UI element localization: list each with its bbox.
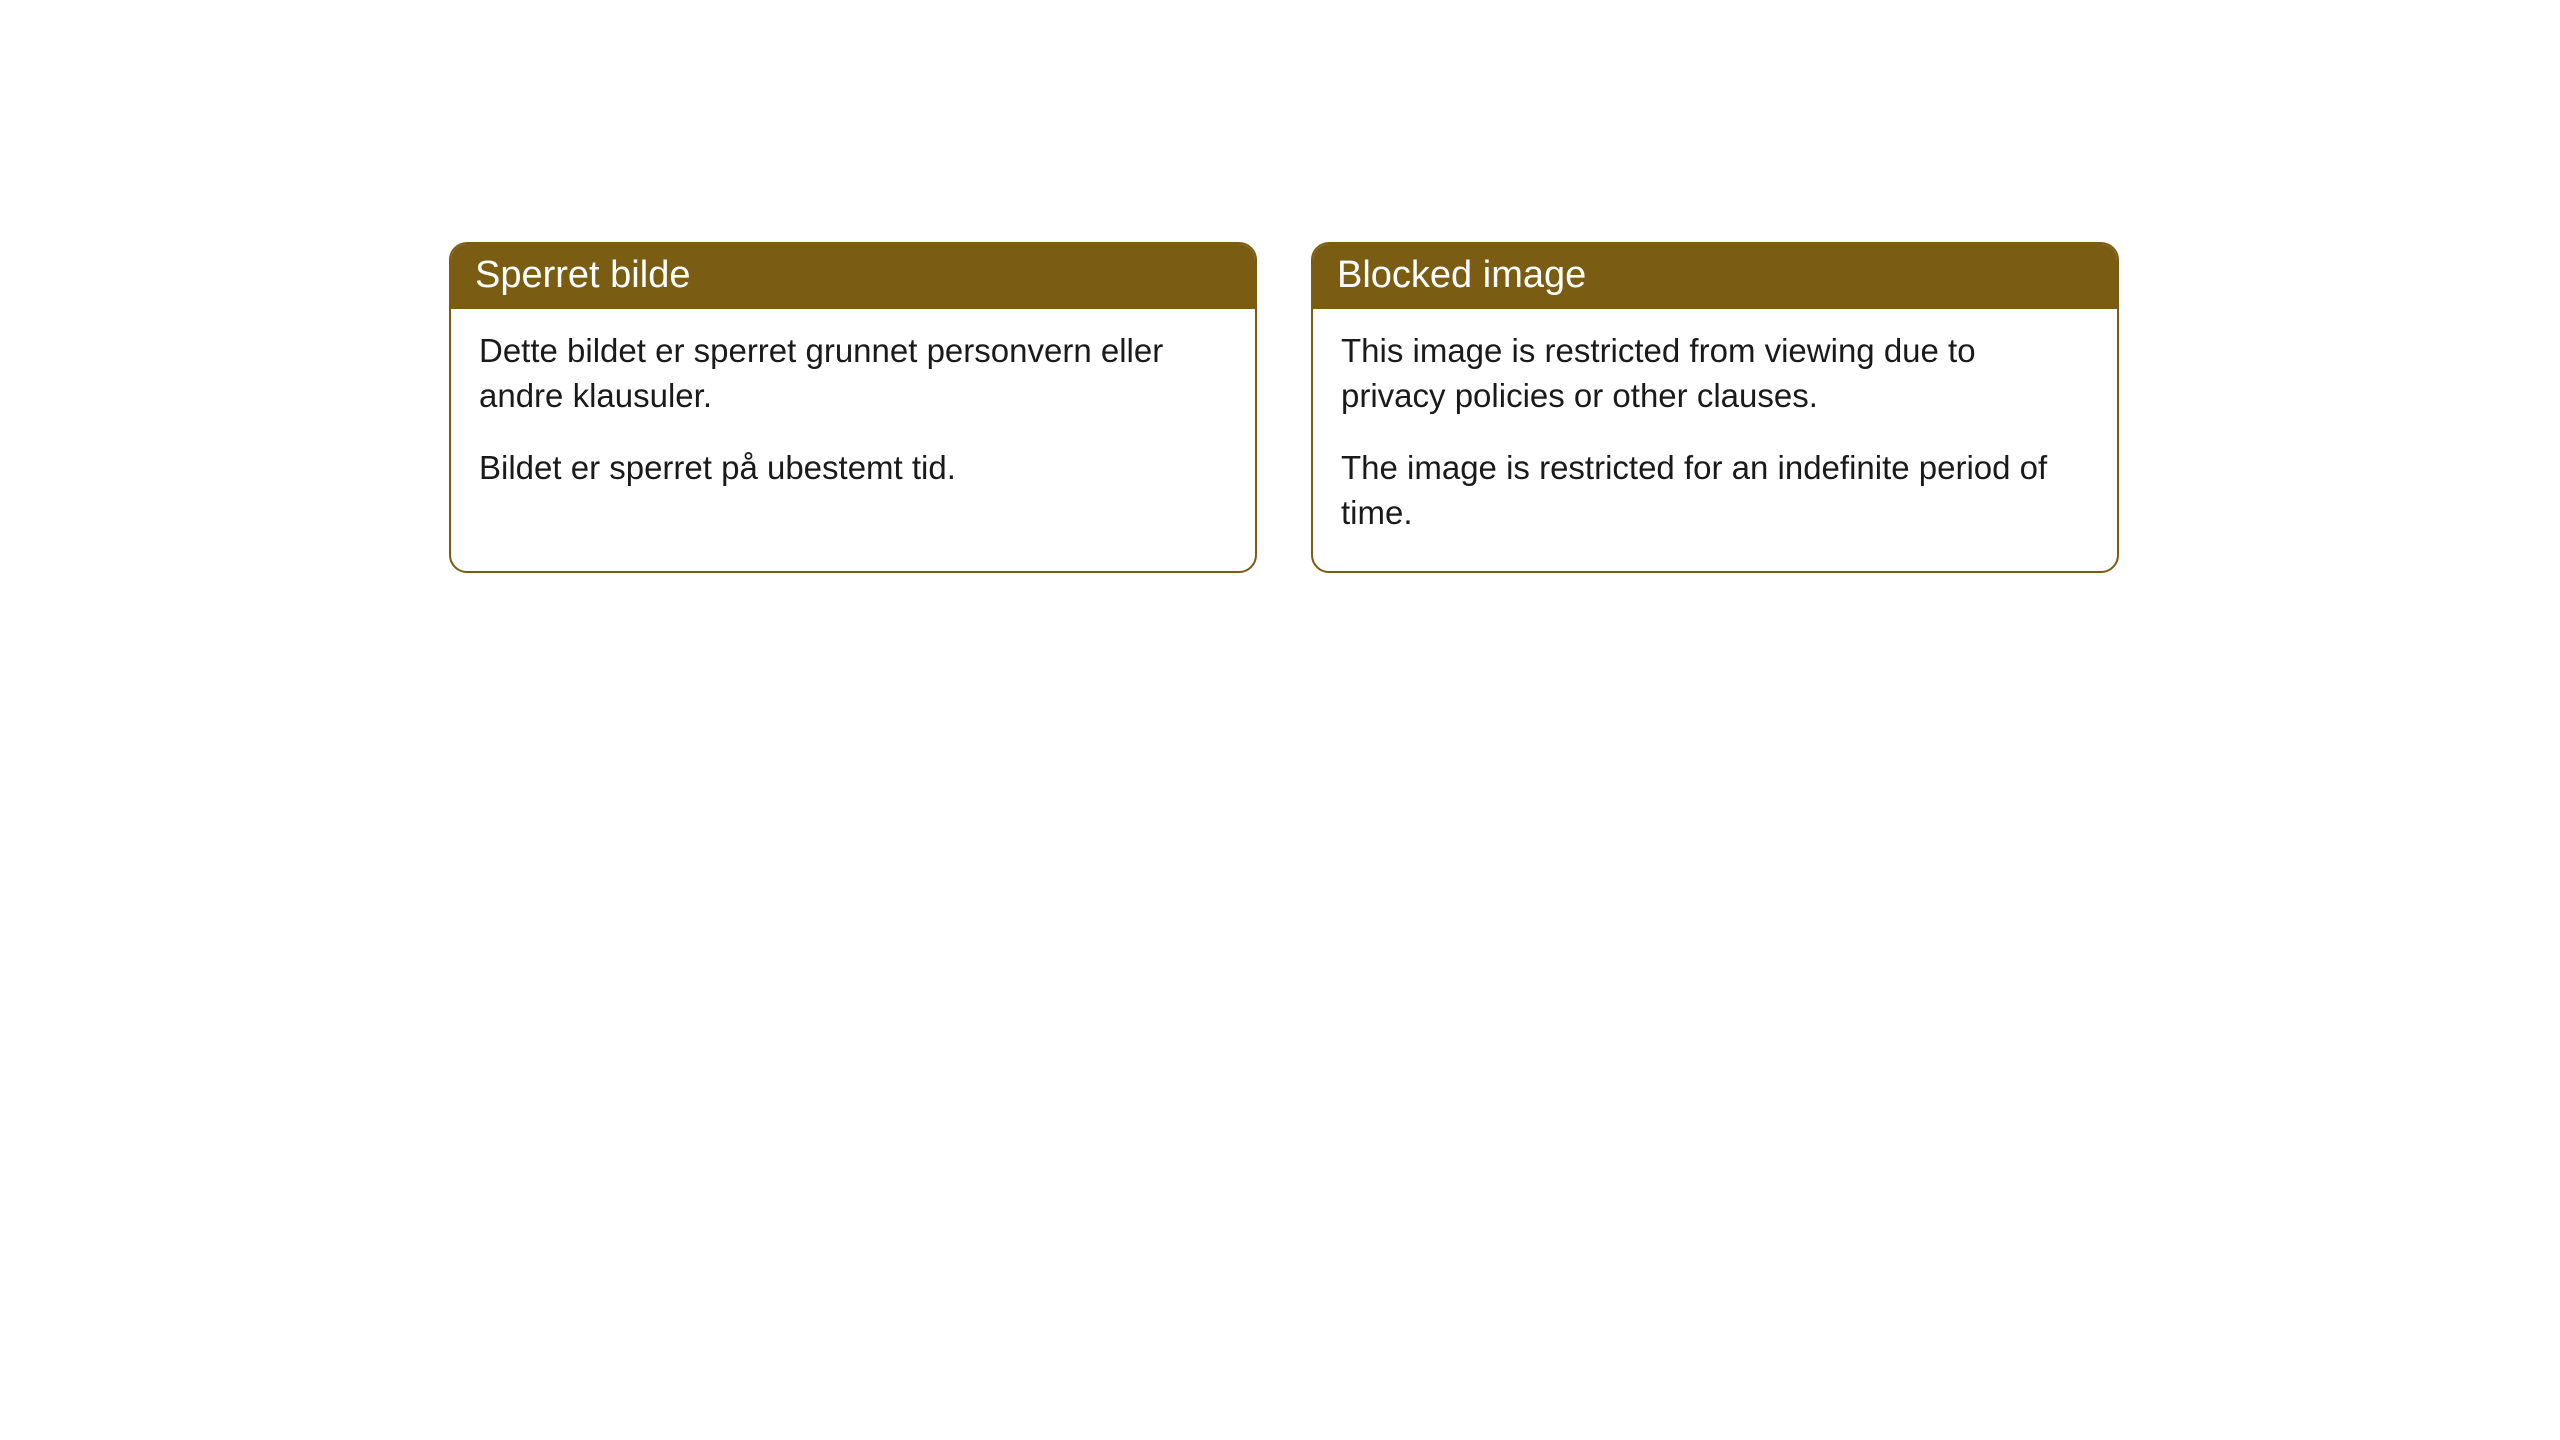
card-paragraph: The image is restricted for an indefinit…	[1341, 446, 2089, 535]
card-body: This image is restricted from viewing du…	[1313, 309, 2117, 571]
card-paragraph: This image is restricted from viewing du…	[1341, 329, 2089, 418]
card-paragraph: Bildet er sperret på ubestemt tid.	[479, 446, 1227, 491]
blocked-image-card-en: Blocked image This image is restricted f…	[1311, 242, 2119, 573]
card-body: Dette bildet er sperret grunnet personve…	[451, 309, 1255, 527]
card-header: Sperret bilde	[451, 244, 1255, 309]
blocked-image-card-no: Sperret bilde Dette bildet er sperret gr…	[449, 242, 1257, 573]
card-header: Blocked image	[1313, 244, 2117, 309]
cards-container: Sperret bilde Dette bildet er sperret gr…	[0, 0, 2560, 573]
card-paragraph: Dette bildet er sperret grunnet personve…	[479, 329, 1227, 418]
